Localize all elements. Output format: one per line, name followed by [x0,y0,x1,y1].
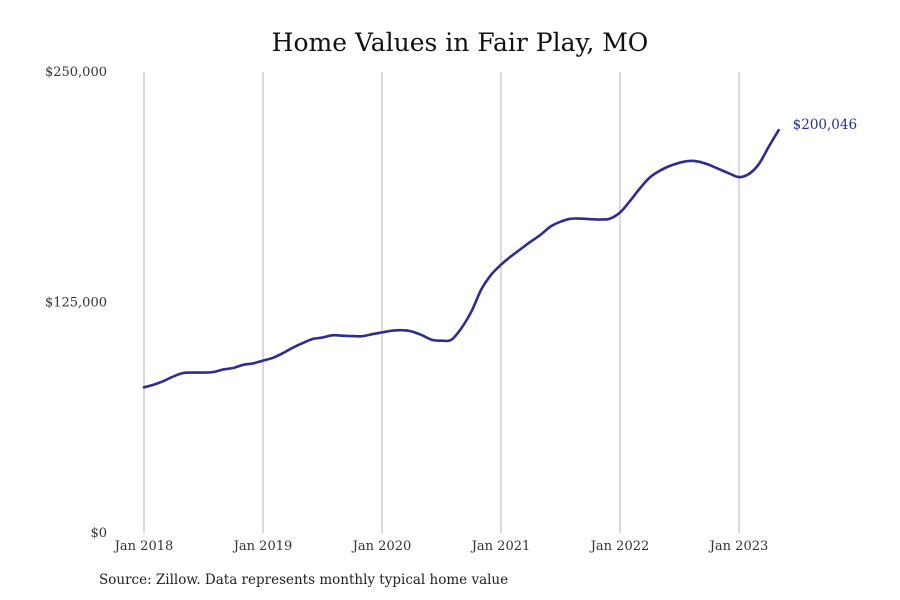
x-tick-label: Jan 2022 [589,539,650,554]
latest-value-label: $200,046 [793,117,857,133]
x-tick-label: Jan 2021 [470,539,531,554]
x-tick-label: Jan 2018 [113,539,174,554]
y-tick-label: $125,000 [45,296,107,311]
x-tick-label: Jan 2020 [351,539,412,554]
x-tick-label: Jan 2019 [232,539,293,554]
gridlines [143,72,740,533]
y-tick-label: $0 [90,526,107,541]
y-axis-tick-labels: $0 $125,000 $250,000 [45,65,107,541]
x-tick-label: Jan 2023 [708,539,769,554]
y-tick-label: $250,000 [45,65,107,80]
chart-title: Home Values in Fair Play, MO [272,28,649,57]
home-value-line [142,128,780,389]
source-note: Source: Zillow. Data represents monthly … [99,572,509,588]
x-axis-tick-labels: Jan 2018 Jan 2019 Jan 2020 Jan 2021 Jan 2022… [113,539,769,554]
